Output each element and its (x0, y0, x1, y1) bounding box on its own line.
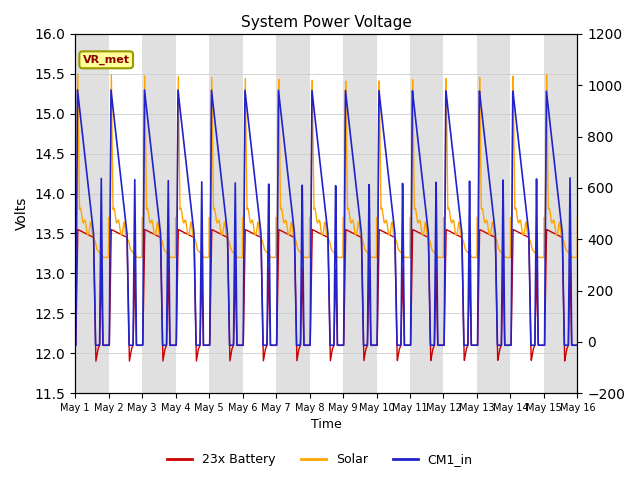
Bar (410, 34, 444, 393)
Text: VR_met: VR_met (83, 55, 130, 65)
Bar (276, 34, 310, 393)
Bar (209, 34, 243, 393)
Bar (544, 34, 577, 393)
Bar (142, 34, 175, 393)
Y-axis label: Volts: Volts (15, 197, 29, 230)
Bar (477, 34, 511, 393)
Bar (343, 34, 376, 393)
Bar (75, 34, 109, 393)
X-axis label: Time: Time (311, 419, 342, 432)
Legend: 23x Battery, Solar, CM1_in: 23x Battery, Solar, CM1_in (163, 448, 477, 471)
Title: System Power Voltage: System Power Voltage (241, 15, 412, 30)
